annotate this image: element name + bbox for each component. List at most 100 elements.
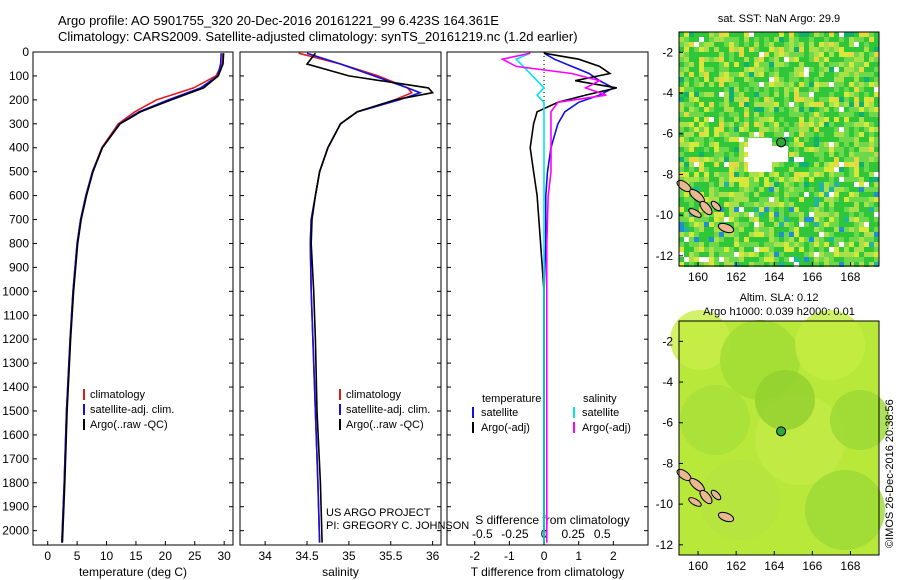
sst-cell [834,182,839,187]
sst-cell [719,77,724,82]
temperature-panel: 0 5 10 15 20 25 300100200300400500600700800900… [2,45,234,579]
sst-cell [869,67,874,72]
sst-cell [864,162,869,167]
sst-cell [729,117,734,122]
sst-cell [864,227,869,232]
sst-cell [819,197,824,202]
sst-cell [829,37,834,42]
temperature-x-tick-label: 10 [100,549,114,563]
sst-cell [779,257,784,262]
sst-cell [789,117,794,122]
sst-cell [779,162,784,167]
sst-cell [814,62,819,67]
sst-cell [724,257,729,262]
sst-cell [699,167,704,172]
sst-cell [839,47,844,52]
sst-cell [869,147,874,152]
sst-cell [729,62,734,67]
sst-cell [764,247,769,252]
sst-cell [809,212,814,217]
sst-cell [859,72,864,77]
temperature-legend-label: Argo(..raw -QC) [90,419,168,431]
sst-cell [834,97,839,102]
sst-cell [869,107,874,112]
sst-cell [704,247,709,252]
sst-cell [804,242,809,247]
sst-cell [859,207,864,212]
sst-cell [834,252,839,257]
sst-cell [734,102,739,107]
sst-cell [824,37,829,42]
sst-cell [834,72,839,77]
depth-tick-label: 1900 [2,500,29,514]
sst-cell [849,87,854,92]
sst-cell [714,117,719,122]
sst-cell [754,87,759,92]
sst-cell [749,172,754,177]
sst-cell [749,207,754,212]
sst-cell [804,57,809,62]
sst-cell [824,167,829,172]
sst-cell [784,102,789,107]
sst-cell [844,32,849,37]
sst-cell [874,77,879,82]
sst-cell [829,82,834,87]
sst-cell [839,262,844,267]
sst-cell [804,247,809,252]
sst-cell [799,207,804,212]
sst-cell [784,72,789,77]
sst-cell [849,257,854,262]
sst-cell [704,252,709,257]
sst-cell [759,72,764,77]
sst-cell [739,67,744,72]
sst-cell [739,77,744,82]
sst-cell [759,42,764,47]
sst-cell [779,47,784,52]
sst-cell [684,247,689,252]
sst-cell [709,237,714,242]
sst-cell [799,42,804,47]
sst-cell [809,142,814,147]
sst-cell [679,42,684,47]
sst-cell [689,127,694,132]
sst-cell [719,62,724,67]
sst-cell [689,77,694,82]
sst-cell [699,112,704,117]
sst-cell [774,77,779,82]
sst-cell [819,232,824,237]
sst-cell [699,102,704,107]
sst-cell [749,227,754,232]
sst-cell [864,252,869,257]
sst-cell [784,187,789,192]
sst-cell [854,237,859,242]
sst-cell [764,242,769,247]
sst-cell [779,37,784,42]
sst-cell [874,222,879,227]
sst-cell [814,262,819,267]
sst-cell [809,62,814,67]
sst-cell [754,172,759,177]
sst-cell [844,142,849,147]
sst-cell [719,122,724,127]
sst-cell [864,77,869,82]
sst-cell [839,112,844,117]
sst-cell [779,182,784,187]
sst-cell [849,112,854,117]
sst-cell [749,117,754,122]
sst-cell [759,87,764,92]
sst-cell [794,82,799,87]
depth-tick-label: 1200 [2,332,29,346]
sst-cell [814,142,819,147]
sst-cell [709,212,714,217]
sst-cell [829,127,834,132]
sst-cell [804,72,809,77]
sst-cell [709,192,714,197]
sst-cell [859,262,864,267]
sst-cell [799,247,804,252]
sst-cell [784,67,789,72]
sst_map-float-marker [776,137,787,148]
difference-x-axis-label: T difference from climatology [471,565,625,579]
difference-legend-header-temperature: temperature [482,393,541,405]
sst-cell [839,207,844,212]
